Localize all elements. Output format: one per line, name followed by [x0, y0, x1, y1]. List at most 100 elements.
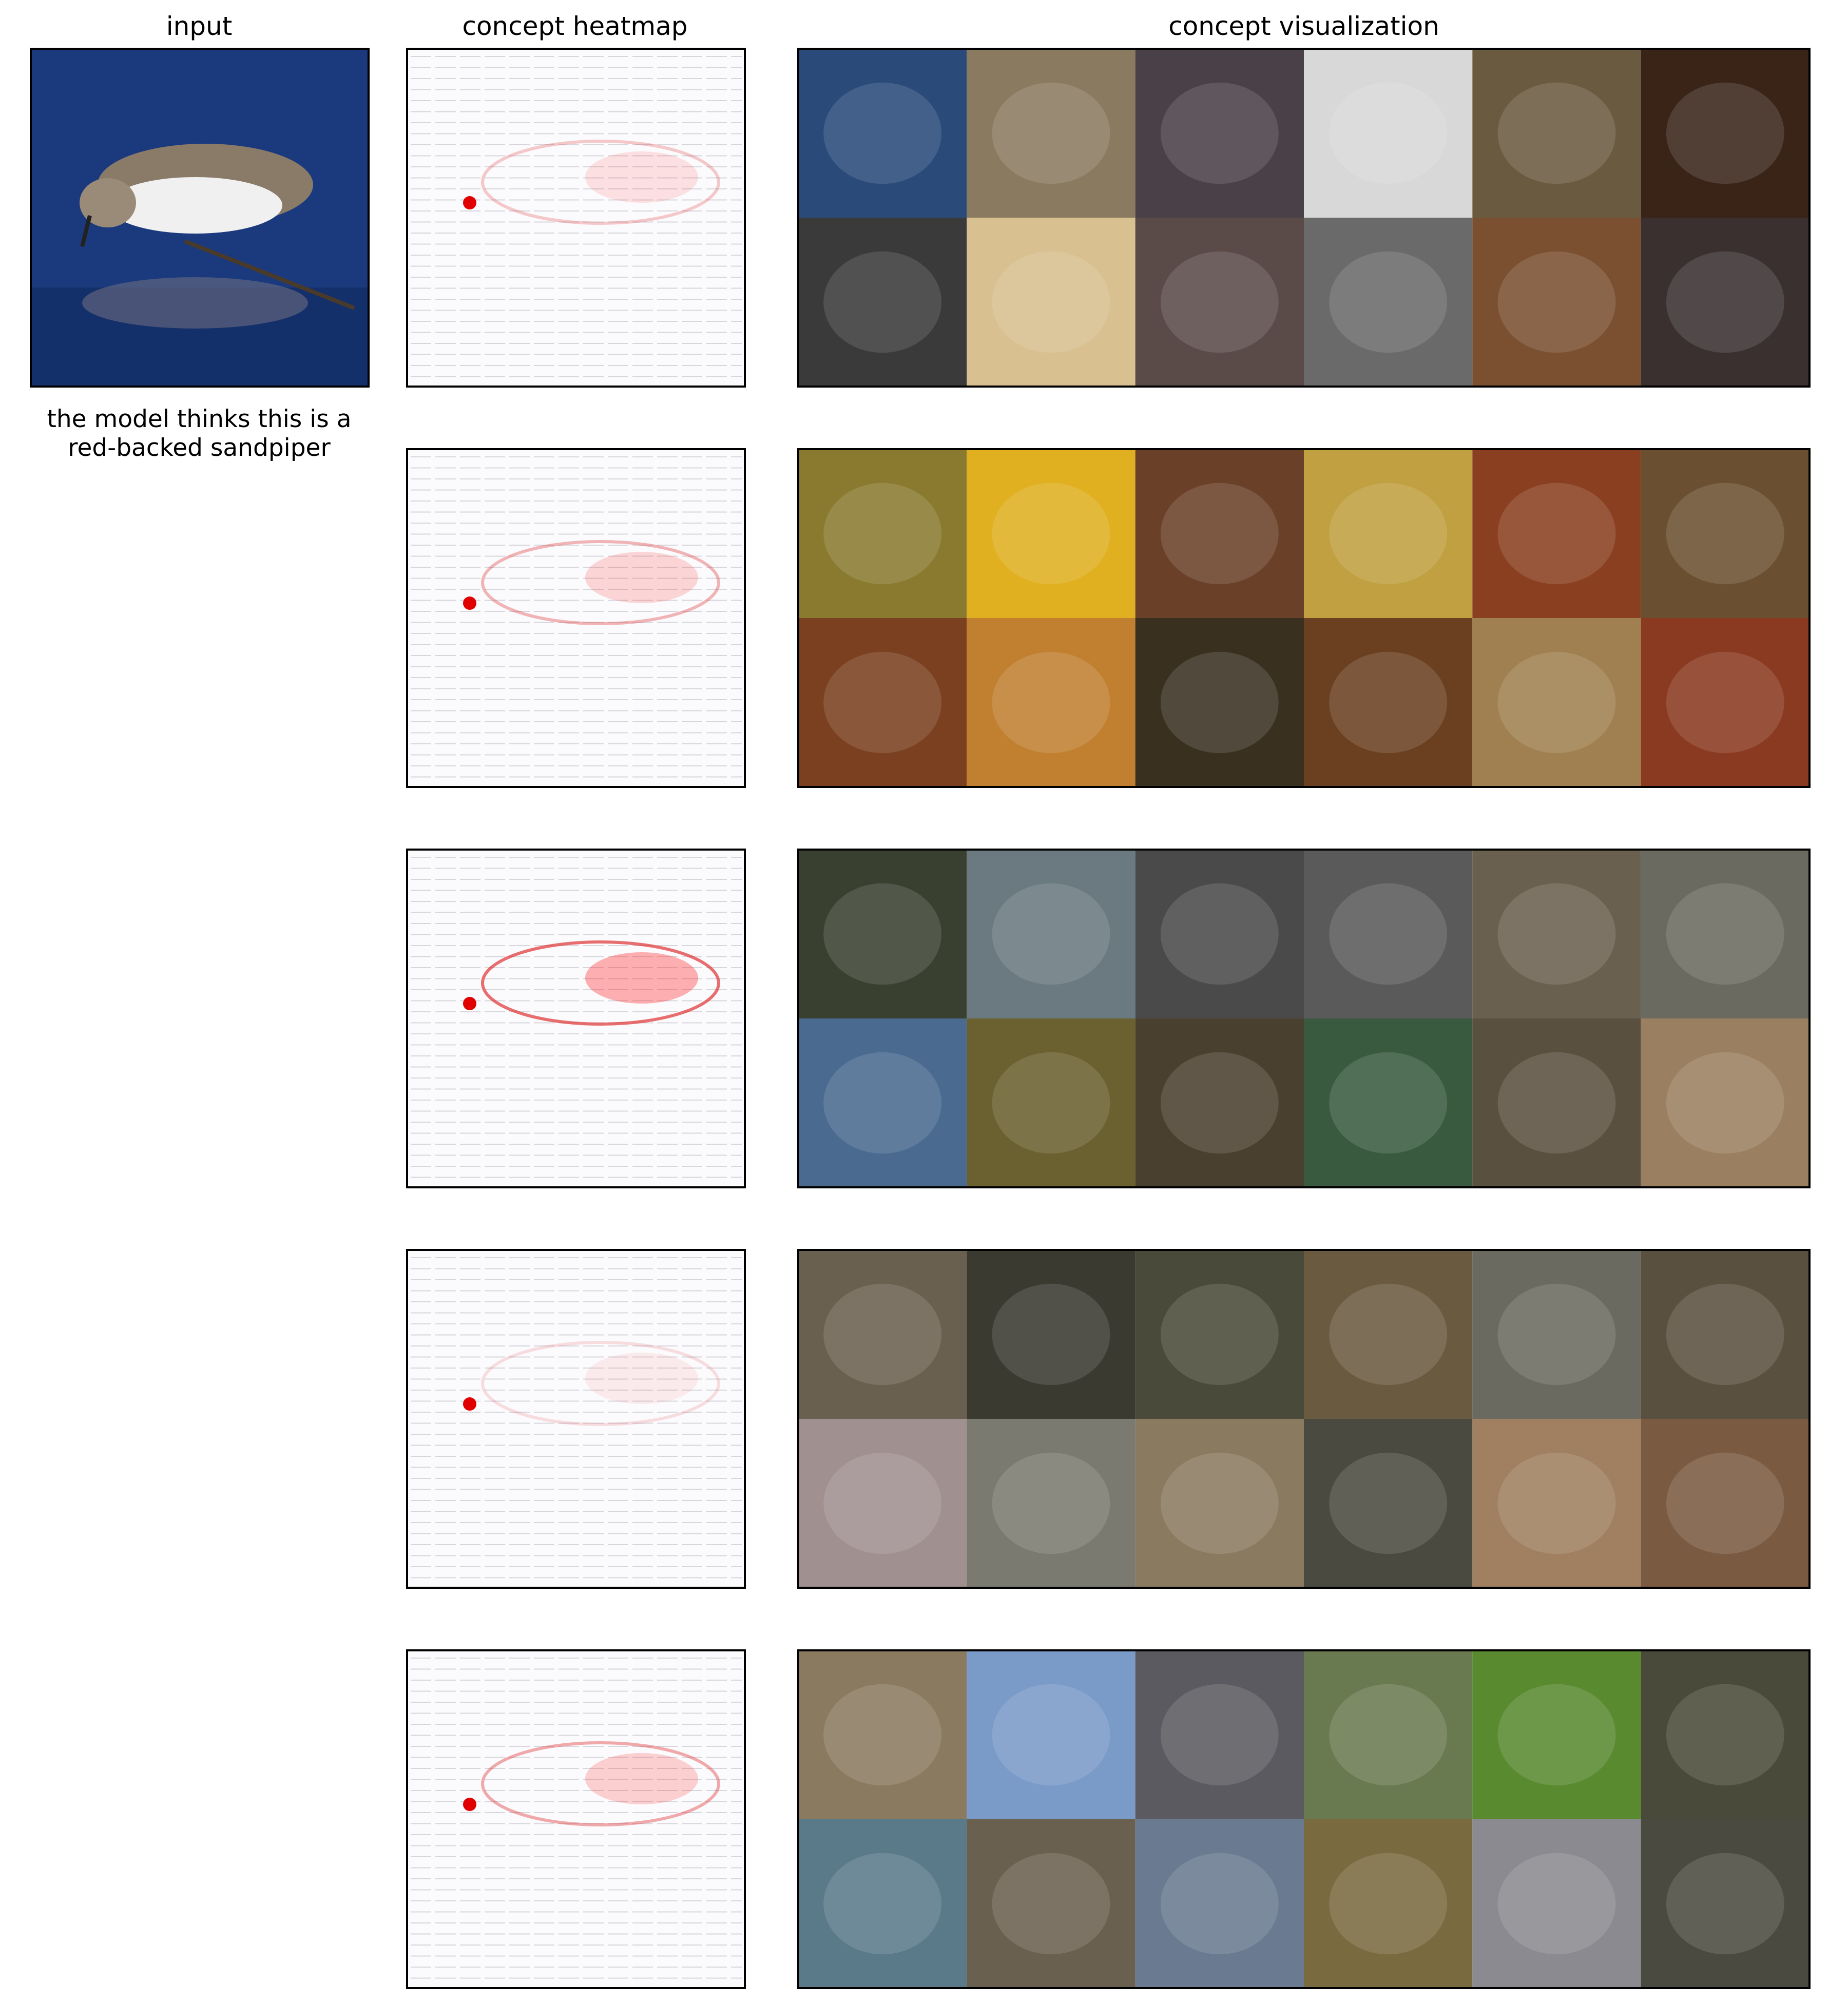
concept-patch: [798, 1419, 967, 1588]
concept-patch: [1304, 449, 1473, 618]
concept-heatmap: [406, 48, 746, 388]
visualization-frame: [797, 1249, 1811, 1589]
concept-patch-highlight: [992, 1684, 1110, 1786]
visualization-frame: [797, 1649, 1811, 1989]
concept-patch-highlight: [823, 1853, 942, 1955]
concept-patch: [967, 1650, 1135, 1819]
concept-patch: [1304, 49, 1473, 218]
concept-patch-highlight: [992, 1283, 1110, 1385]
concept-patch: [1135, 1419, 1304, 1588]
concept-patch-highlight: [1160, 251, 1279, 353]
heatmap-frame: [406, 849, 746, 1188]
concept-patch-highlight: [1160, 82, 1279, 184]
concept-patch-highlight: [1497, 651, 1616, 754]
heatmap-activation: [481, 140, 720, 225]
concept-patch: [967, 218, 1135, 387]
concept-patch: [1641, 1819, 1810, 1988]
input-title: input: [166, 11, 233, 41]
heatmap-hotspot: [463, 1798, 476, 1811]
heatmap-hotspot: [463, 997, 476, 1010]
concept-patch: [967, 618, 1135, 787]
concept-patch: [1472, 1419, 1641, 1588]
concept-patch: [1472, 850, 1641, 1018]
concept-patch-highlight: [992, 1052, 1110, 1154]
concept-patch-highlight: [1497, 1684, 1616, 1786]
concept-patch-highlight: [992, 483, 1110, 585]
concept-patch: [798, 1819, 967, 1988]
concept-patch: [1641, 449, 1810, 618]
heatmap-activation: [481, 540, 720, 625]
concept-patch: [1135, 850, 1304, 1018]
concept-patch-highlight: [823, 1283, 942, 1385]
concept-visualization: [797, 1649, 1811, 1989]
concept-patch: [967, 49, 1135, 218]
concept-patch-highlight: [1666, 1283, 1784, 1385]
heatmap-background: [407, 1650, 745, 1988]
concept-patch-highlight: [1666, 251, 1784, 353]
heatmap-frame: [406, 48, 746, 388]
concept-patch: [1472, 449, 1641, 618]
concept-patch-highlight: [1666, 483, 1784, 585]
concept-patch: [967, 1250, 1135, 1419]
concept-patch-highlight: [1497, 1283, 1616, 1385]
concept-patch-highlight: [1497, 251, 1616, 353]
input-image: [30, 48, 370, 388]
concept-patch: [798, 49, 967, 218]
concept-patch: [798, 1650, 967, 1819]
concept-patch: [1304, 1650, 1473, 1819]
concept-patch: [967, 1018, 1135, 1187]
heatmap-hotspot: [463, 1397, 476, 1411]
concept-patch: [1472, 49, 1641, 218]
heatmap-background: [407, 850, 745, 1187]
concept-patch-highlight: [1329, 1853, 1448, 1955]
concept-patch: [967, 1419, 1135, 1588]
concept-patch-highlight: [823, 82, 942, 184]
concept-patch-highlight: [823, 1684, 942, 1786]
concept-patch-highlight: [1160, 1052, 1279, 1154]
concept-patch: [1135, 1250, 1304, 1419]
concept-patch-highlight: [1666, 82, 1784, 184]
heatmap-activation: [585, 552, 698, 603]
concept-patch: [798, 449, 967, 618]
concept-patch-highlight: [1329, 82, 1448, 184]
concept-patch: [798, 1018, 967, 1187]
concept-patch-highlight: [1160, 1684, 1279, 1786]
concept-patch: [1135, 1819, 1304, 1988]
concept-patch: [1641, 1250, 1810, 1419]
concept-patch-highlight: [1497, 1052, 1616, 1154]
concept-rows: [406, 48, 1811, 1989]
visualization-frame: [797, 48, 1811, 388]
concept-patch: [1304, 1419, 1473, 1588]
heatmap-activation: [585, 1753, 698, 1804]
concept-patch: [1641, 218, 1810, 387]
concept-heatmap: [406, 1249, 746, 1589]
concept-patch: [1472, 218, 1641, 387]
concept-patch-highlight: [1160, 1452, 1279, 1554]
concept-patch: [1641, 850, 1810, 1018]
concept-patch: [1304, 618, 1473, 787]
concept-patch: [1304, 1819, 1473, 1988]
visualization-title: concept visualization: [1168, 11, 1439, 41]
concept-patch-highlight: [992, 883, 1110, 985]
concept-patch-highlight: [1497, 82, 1616, 184]
concept-patch: [1641, 1419, 1810, 1588]
visualization-frame: [797, 849, 1811, 1188]
concept-patch: [1304, 218, 1473, 387]
concept-heatmap: [406, 849, 746, 1188]
heatmap-frame: [406, 448, 746, 788]
heatmap-activation: [481, 1741, 720, 1826]
heatmap-activation: [481, 1341, 720, 1426]
concept-patch-highlight: [992, 1452, 1110, 1554]
concept-patch: [967, 850, 1135, 1018]
concept-patch-highlight: [823, 251, 942, 353]
concept-patch: [1304, 1250, 1473, 1419]
concept-patch-highlight: [1666, 1853, 1784, 1955]
concept-patch: [1135, 49, 1304, 218]
concept-patch-highlight: [823, 883, 942, 985]
concept-patch-highlight: [1666, 883, 1784, 985]
heatmap-activation: [481, 940, 720, 1026]
concept-patch-highlight: [1329, 1052, 1448, 1154]
concept-patch-highlight: [1497, 1853, 1616, 1955]
heatmap-frame: [406, 1649, 746, 1989]
